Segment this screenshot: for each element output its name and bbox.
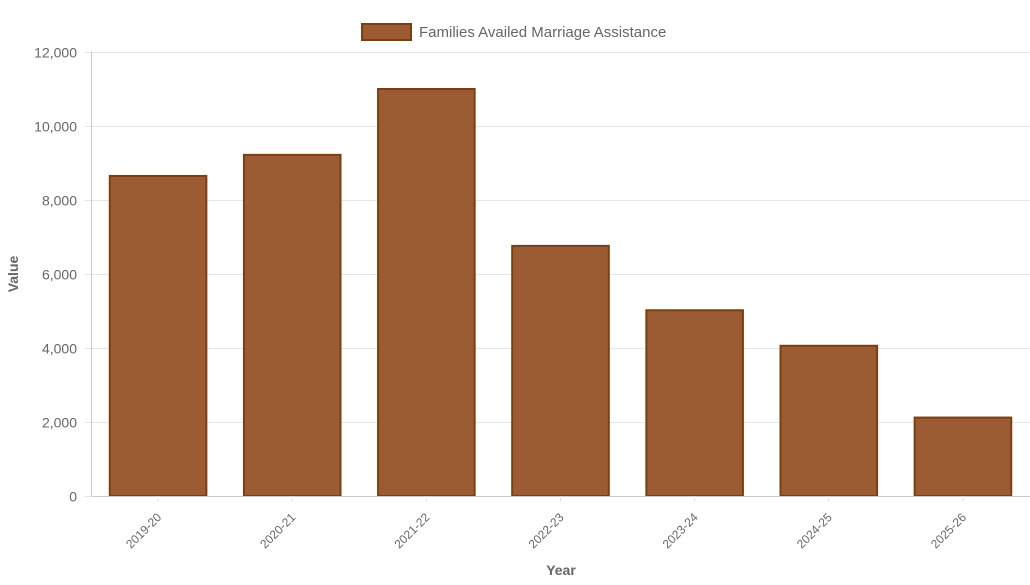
y-tick-label: 4,000 [42, 341, 77, 357]
x-tick-label: 2025-26 [928, 510, 969, 551]
bar-2022-23 [511, 244, 610, 497]
legend[interactable]: Families Availed Marriage Assistance [361, 23, 666, 41]
x-tick-label: 2022-23 [526, 510, 567, 551]
legend-label: Families Availed Marriage Assistance [419, 24, 666, 41]
x-tick-label: 2021-22 [391, 510, 432, 551]
y-tick-label: 8,000 [42, 193, 77, 209]
bar-2021-22 [377, 88, 476, 497]
bar-2019-20 [108, 174, 208, 497]
y-tick-label: 6,000 [42, 267, 77, 283]
y-tick-label: 2,000 [42, 415, 77, 431]
bar-2025-26 [913, 416, 1013, 497]
x-tick-label: 2023-24 [660, 510, 701, 551]
y-tick-label: 0 [69, 489, 77, 505]
y-axis-title: Value [5, 256, 21, 293]
bar-2023-24 [645, 309, 744, 498]
x-tick-label: 2019-20 [123, 510, 164, 551]
y-tick-label: 12,000 [34, 45, 77, 61]
bar-2024-25 [779, 344, 879, 497]
bar-2020-21 [242, 153, 342, 498]
x-tick-label: 2024-25 [794, 510, 835, 551]
x-axis-title: Year [546, 562, 576, 578]
bars [108, 88, 1013, 498]
legend-swatch [361, 23, 412, 41]
y-tick-label: 10,000 [34, 119, 77, 135]
x-tick-label: 2020-21 [257, 510, 298, 551]
